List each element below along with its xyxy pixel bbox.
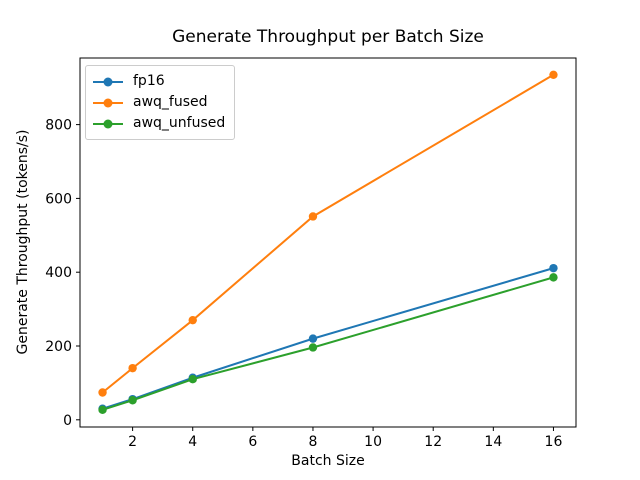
x-tick-label: 10 [364,434,382,450]
data-point-awq_unfused [128,396,137,405]
data-point-awq_unfused [549,273,558,282]
x-axis-label: Batch Size [291,453,365,469]
y-tick-label: 200 [45,339,72,355]
legend-line-marker-icon [93,77,123,86]
x-tick-label: 2 [128,434,137,450]
data-point-fp16 [549,263,558,273]
x-tick-label: 16 [545,434,563,450]
data-point-awq_unfused [188,375,197,384]
legend-dot-icon [103,98,113,107]
legend-line-marker-icon [93,98,123,107]
x-tick-label: 12 [424,434,442,450]
legend-label: awq_fused [133,94,208,110]
legend-item-fp16: fp16 [93,71,225,92]
y-tick-label: 0 [63,413,72,429]
y-tick-label: 400 [45,265,72,281]
data-point-awq_fused [128,363,137,373]
data-point-awq_fused [308,212,318,221]
axes-frame [79,57,577,428]
data-point-awq_fused [98,388,107,397]
x-tick-label: 4 [188,434,197,450]
data-point-awq_unfused [308,343,318,352]
legend-dot-icon [103,119,113,128]
legend-label: awq_unfused [133,115,226,131]
data-point-awq_fused [549,70,558,79]
data-point-awq_unfused [98,405,107,415]
x-tick-label: 6 [248,434,257,450]
data-point-fp16 [308,334,318,343]
y-tick-label: 800 [45,118,72,134]
x-tick-label: 14 [484,434,502,450]
legend-dot-icon [103,77,113,86]
y-tick-label: 600 [45,191,72,207]
legend: fp16 awq_fused awq_unfused [85,65,236,140]
data-point-awq_fused [188,315,197,325]
x-tick-label: 8 [309,434,318,450]
y-axis-label: Generate Throughput (tokens/s) [15,129,31,355]
chart-title: Generate Throughput per Batch Size [172,27,484,47]
legend-line-marker-icon [93,119,123,128]
legend-item-awq_unfused: awq_unfused [93,113,225,134]
legend-label: fp16 [133,73,165,89]
legend-item-awq_fused: awq_fused [93,92,225,113]
series-line-awq_unfused [101,276,555,411]
